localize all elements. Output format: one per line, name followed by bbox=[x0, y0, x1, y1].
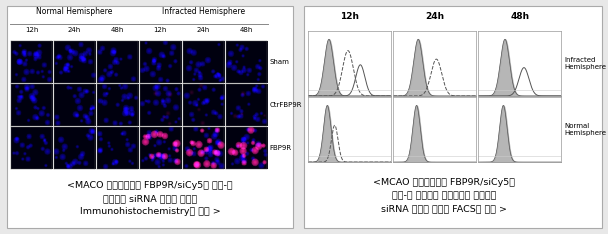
Text: 48h: 48h bbox=[111, 27, 124, 33]
Text: 12h: 12h bbox=[154, 27, 167, 33]
Text: FBP9R: FBP9R bbox=[269, 145, 291, 151]
Text: 24h: 24h bbox=[425, 12, 444, 21]
Text: 24h: 24h bbox=[196, 27, 210, 33]
Text: Infracted
Hemisphere: Infracted Hemisphere bbox=[565, 57, 607, 70]
Text: CtrFBP9R: CtrFBP9R bbox=[269, 102, 302, 108]
Text: <MCAO 동물모델에서 FBP9R/siCy5를
비강-뇌 전달하여 허혁유도된 뇌세포에
siRNA 유전자 전달을 FACS로 확인 >: <MCAO 동물모델에서 FBP9R/siCy5를 비강-뇌 전달하여 허혁유도… bbox=[373, 178, 515, 213]
Text: 48h: 48h bbox=[240, 27, 253, 33]
Text: Normal Hemisphere: Normal Hemisphere bbox=[36, 7, 113, 16]
Text: Infracted Hemisphere: Infracted Hemisphere bbox=[162, 7, 245, 16]
Text: <MACO 동물모델에서 FBP9R/siCy5를 비강-뇌
전달하여 siRNA 유전자 전달을
Immunohistochemistry로 확인 >: <MACO 동물모델에서 FBP9R/siCy5를 비강-뇌 전달하여 siRN… bbox=[67, 181, 233, 216]
Text: 48h: 48h bbox=[510, 12, 530, 21]
Text: 24h: 24h bbox=[68, 27, 81, 33]
Text: 12h: 12h bbox=[25, 27, 38, 33]
Text: Sham: Sham bbox=[269, 59, 289, 65]
Text: Normal
Hemisphere: Normal Hemisphere bbox=[565, 123, 607, 136]
Text: 12h: 12h bbox=[340, 12, 359, 21]
